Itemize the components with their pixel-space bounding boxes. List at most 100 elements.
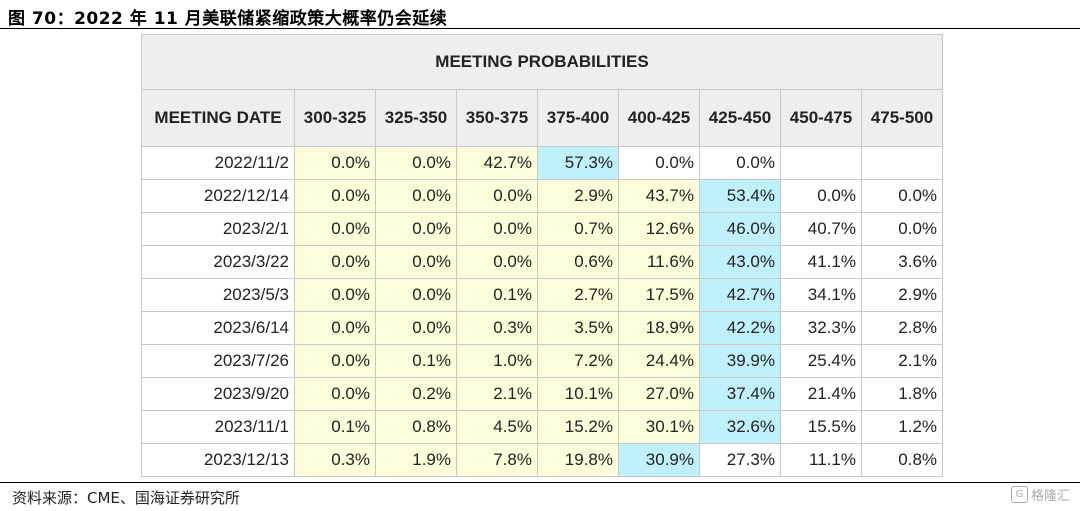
probability-cell: 15.5% [780, 410, 862, 444]
probability-cell: 37.4% [699, 377, 781, 411]
meeting-date-cell: 2022/11/2 [141, 146, 295, 180]
meeting-date-cell: 2023/3/22 [141, 245, 295, 279]
probability-cell: 18.9% [618, 311, 700, 345]
probability-cell: 24.4% [618, 344, 700, 378]
column-header-rate-300-325: 300-325 [294, 89, 376, 147]
probability-cell: 0.0% [780, 179, 862, 213]
meeting-probabilities-table: MEETING PROBABILITIES MEETING DATE 300-32… [140, 34, 944, 477]
table-row: 2022/11/2 0.0% 0.0% 42.7% 57.3% 0.0% 0.0% [141, 146, 944, 180]
probability-cell: 0.0% [456, 179, 538, 213]
probability-cell: 42.2% [699, 311, 781, 345]
probability-cell: 0.0% [294, 311, 376, 345]
probability-cell: 3.5% [537, 311, 619, 345]
table-row: 2023/9/20 0.0% 0.2% 2.1% 10.1% 27.0% 37.4% 21.4… [141, 377, 944, 411]
probability-cell: 0.3% [456, 311, 538, 345]
probability-cell: 0.7% [537, 212, 619, 246]
probability-cell [860, 146, 944, 180]
probability-cell: 0.0% [294, 179, 376, 213]
probability-cell: 10.1% [537, 377, 619, 411]
table-row: 2023/7/26 0.0% 0.1% 1.0% 7.2% 24.4% 39.9% 25.4%… [141, 344, 944, 378]
meeting-date-cell: 2023/9/20 [141, 377, 295, 411]
probability-cell: 0.0% [618, 146, 700, 180]
probability-cell: 32.3% [780, 311, 862, 345]
probability-cell: 0.0% [375, 179, 457, 213]
probability-cell: 34.1% [780, 278, 862, 312]
probability-cell: 27.0% [618, 377, 700, 411]
table-row: 2023/3/22 0.0% 0.0% 0.0% 0.6% 11.6% 43.0% 41.1%… [141, 245, 944, 279]
probability-cell: 2.1% [860, 344, 944, 378]
probability-cell: 1.8% [860, 377, 944, 411]
meeting-date-cell: 2023/7/26 [141, 344, 295, 378]
probability-cell: 0.6% [537, 245, 619, 279]
probability-cell: 39.9% [699, 344, 781, 378]
source-divider [0, 482, 1080, 483]
probability-cell: 7.2% [537, 344, 619, 378]
table-row: 2023/6/14 0.0% 0.0% 0.3% 3.5% 18.9% 42.2% 32.3%… [141, 311, 944, 345]
meeting-date-cell: 2023/6/14 [141, 311, 295, 345]
probability-cell: 4.5% [456, 410, 538, 444]
probability-cell: 57.3% [537, 146, 619, 180]
meeting-date-cell: 2023/11/1 [141, 410, 295, 444]
probability-cell: 2.7% [537, 278, 619, 312]
probability-cell: 43.7% [618, 179, 700, 213]
probability-cell: 0.0% [375, 245, 457, 279]
probability-cell: 3.6% [860, 245, 944, 279]
table-row: 2023/12/13 0.3% 1.9% 7.8% 19.8% 30.9% 27.3% 11.… [141, 443, 944, 477]
probability-cell: 0.0% [294, 344, 376, 378]
probability-cell: 25.4% [780, 344, 862, 378]
probability-cell: 0.0% [860, 179, 944, 213]
probability-cell [780, 146, 862, 180]
table-body: 2022/11/2 0.0% 0.0% 42.7% 57.3% 0.0% 0.0% 2022/… [141, 146, 944, 477]
column-header-rate-475-500: 475-500 [860, 89, 944, 147]
probability-cell: 11.1% [780, 443, 862, 477]
column-header-rate-325-350: 325-350 [375, 89, 457, 147]
probability-cell: 1.9% [375, 443, 457, 477]
probability-cell: 42.7% [699, 278, 781, 312]
probability-cell: 0.8% [860, 443, 944, 477]
probability-cell: 30.9% [618, 443, 700, 477]
column-header-rate-400-425: 400-425 [618, 89, 700, 147]
probability-cell: 21.4% [780, 377, 862, 411]
probability-cell: 0.0% [294, 278, 376, 312]
probability-cell: 12.6% [618, 212, 700, 246]
probability-cell: 40.7% [780, 212, 862, 246]
probability-cell: 7.8% [456, 443, 538, 477]
probability-cell: 0.0% [375, 311, 457, 345]
column-header-rate-375-400: 375-400 [537, 89, 619, 147]
probability-cell: 0.0% [860, 212, 944, 246]
watermark-text: 格隆汇 [1030, 489, 1070, 504]
column-header-rate-450-475: 450-475 [780, 89, 862, 147]
probability-cell: 30.1% [618, 410, 700, 444]
probability-cell: 0.0% [456, 245, 538, 279]
probability-cell: 41.1% [780, 245, 862, 279]
column-header-meeting-date: MEETING DATE [141, 89, 295, 147]
probability-cell: 19.8% [537, 443, 619, 477]
probability-cell: 43.0% [699, 245, 781, 279]
probability-cell: 0.3% [294, 443, 376, 477]
probability-table-container: MEETING PROBABILITIES MEETING DATE 300-32… [140, 34, 944, 477]
column-header-rate-425-450: 425-450 [699, 89, 781, 147]
meeting-date-cell: 2023/12/13 [141, 443, 295, 477]
probability-cell: 1.0% [456, 344, 538, 378]
probability-cell: 32.6% [699, 410, 781, 444]
probability-cell: 15.2% [537, 410, 619, 444]
probability-cell: 0.8% [375, 410, 457, 444]
table-row: 2023/11/1 0.1% 0.8% 4.5% 15.2% 30.1% 32.6% 15.5… [141, 410, 944, 444]
probability-cell: 17.5% [618, 278, 700, 312]
table-row: 2022/12/14 0.0% 0.0% 0.0% 2.9% 43.7% 53.4% 0.0%… [141, 179, 944, 213]
table-row: 2023/5/3 0.0% 0.0% 0.1% 2.7% 17.5% 42.7% 34.1% 2… [141, 278, 944, 312]
probability-cell: 0.1% [375, 344, 457, 378]
meeting-date-cell: 2022/12/14 [141, 179, 295, 213]
probability-cell: 11.6% [618, 245, 700, 279]
table-row: 2023/2/1 0.0% 0.0% 0.0% 0.7% 12.6% 46.0% 40.7% 0… [141, 212, 944, 246]
probability-cell: 0.0% [294, 377, 376, 411]
probability-cell: 2.8% [860, 311, 944, 345]
probability-cell: 0.0% [294, 212, 376, 246]
meeting-date-cell: 2023/2/1 [141, 212, 295, 246]
column-header-rate-350-375: 350-375 [456, 89, 538, 147]
probability-cell: 0.0% [294, 146, 376, 180]
figure-title: 图 70：2022 年 11 月美联储紧缩政策大概率仍会延续 [8, 9, 448, 29]
table-title: MEETING PROBABILITIES [140, 34, 944, 90]
probability-cell: 0.0% [699, 146, 781, 180]
probability-cell: 0.2% [375, 377, 457, 411]
